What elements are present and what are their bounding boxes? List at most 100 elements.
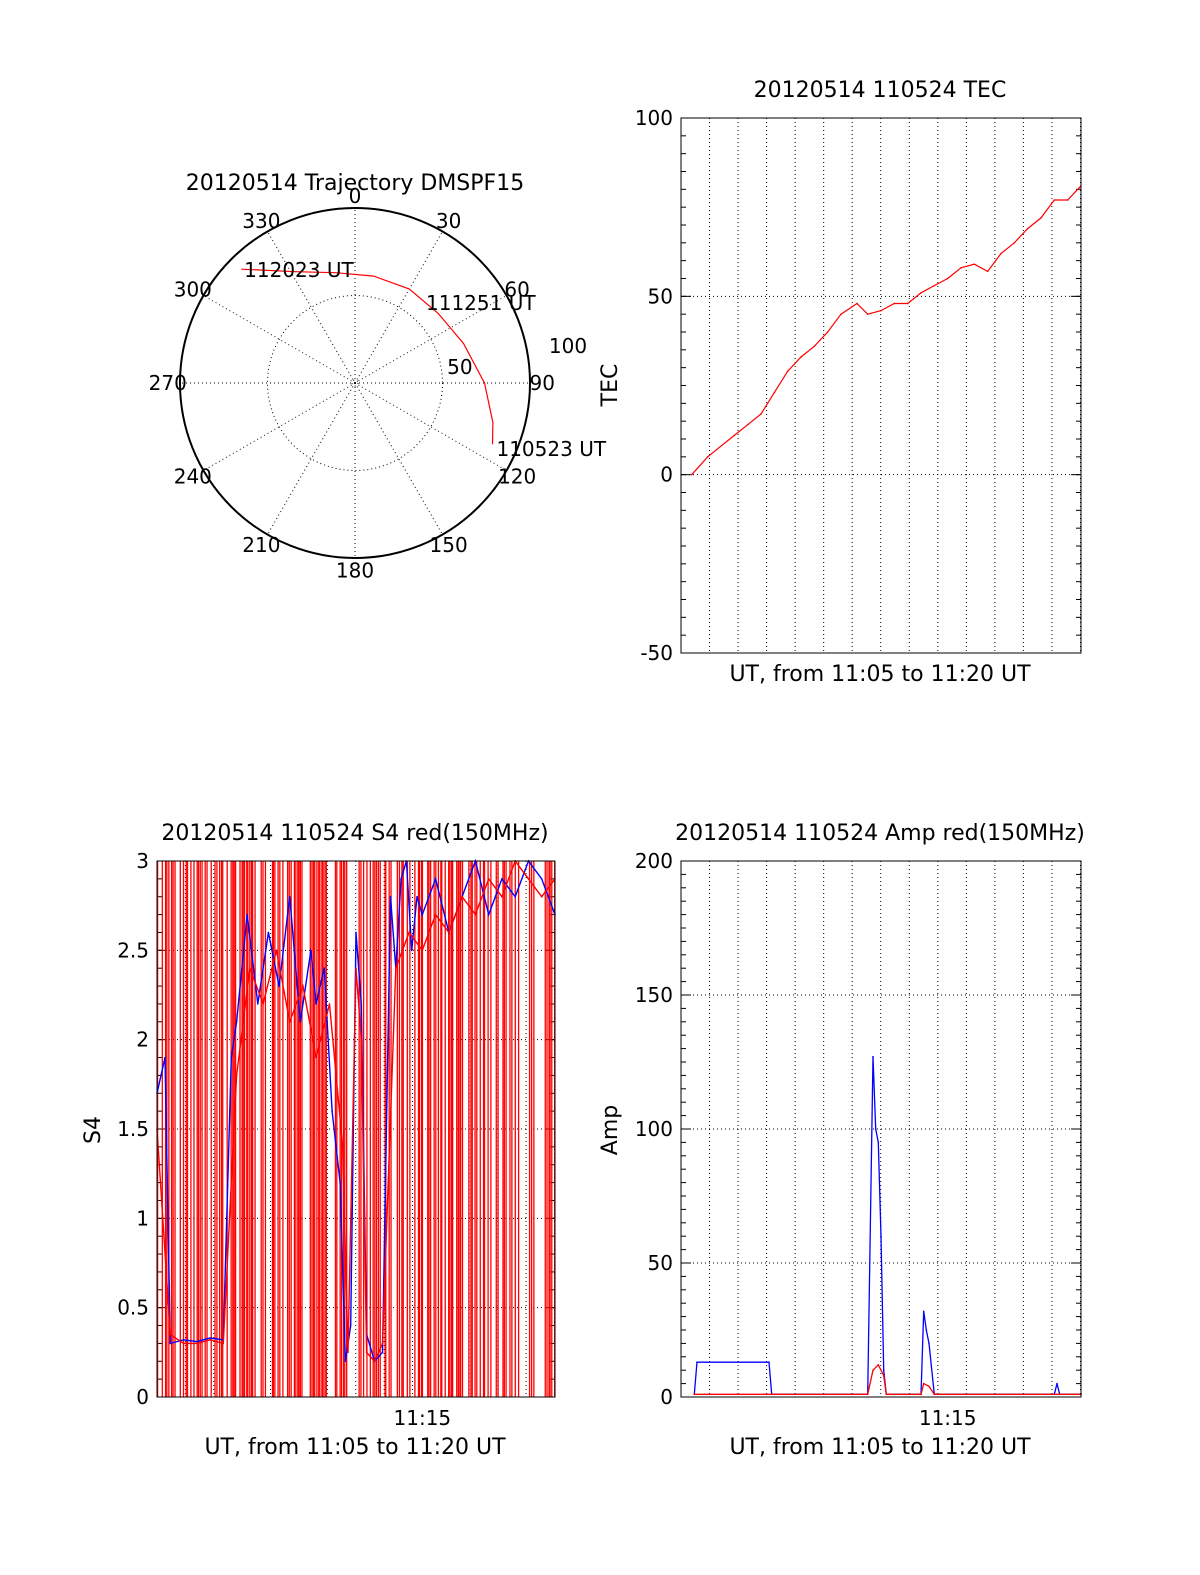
series-point-0 [514,895,516,898]
y-tick-label: 50 [648,284,673,308]
series-point-0 [235,1021,238,1023]
polar-spoke [267,231,356,384]
series-point-1 [169,1333,172,1336]
amp-ylabel: Amp [598,1105,623,1155]
series-point-1 [381,1342,384,1345]
y-tick-label: -50 [640,641,673,665]
series-point-0 [257,1003,259,1005]
trajectory-annotation: 111251 UT [426,291,536,315]
series-point-1 [527,878,530,880]
series-point-0 [768,1361,770,1363]
series-point-1 [235,1074,238,1077]
polar-radial-tick: 50 [447,355,472,379]
series-point-1 [885,1393,888,1396]
series-point-0 [209,1337,211,1339]
s4-plot: 0 0.5 1 1.5 2 2.5 3 11:15 [117,849,556,1430]
x-tick-label: 11:15 [394,1406,452,1430]
amp-title: 20120514 110524 Amp red(150MHz) [675,821,1085,846]
series-point-0 [800,356,802,358]
series-point-0 [880,1235,882,1237]
series-point-1 [408,931,410,934]
series-point-0 [960,267,962,269]
series-point-0 [1013,242,1016,244]
s4-xlabel: UT, from 11:05 to 11:20 UT [204,1435,506,1460]
series-point-0 [933,284,936,287]
series-point-0 [1056,1382,1058,1385]
series-point-0 [246,913,249,916]
series-point-0 [196,1340,198,1343]
series-point-0 [381,1351,384,1354]
series-point-0 [874,1128,877,1130]
series-point-0 [400,878,402,880]
series-point-1 [249,967,251,969]
series-point-1 [262,1003,264,1005]
series-point-1 [928,1385,930,1388]
series-point-1 [461,895,463,898]
tec-title: 20120514 110524 TEC [754,78,1007,103]
series-point-0 [973,263,976,266]
y-tick-label: 2.5 [117,938,149,962]
series-point-1 [302,985,304,987]
polar-angle-tick: 270 [149,371,187,395]
series-point-0 [1066,199,1069,201]
polar-grid-circle-50 [267,295,443,471]
series-point-0 [278,985,280,987]
y-tick-label: 50 [648,1251,673,1275]
amp-xlabel: UT, from 11:05 to 11:20 UT [729,1435,1031,1460]
series-point-0 [1000,252,1002,255]
polar-angle-tick: 0 [349,184,362,208]
series-point-1 [448,931,450,934]
series-point-1 [360,1038,363,1041]
series-point-1 [882,1374,885,1377]
series-point-0 [690,473,693,476]
series-point-0 [410,949,413,952]
series-point-1 [355,967,357,969]
series-point-1 [933,1393,936,1396]
polar-angle-tick: 90 [530,371,555,395]
series-point-0 [882,1369,885,1371]
series-point-1 [328,1003,331,1005]
polar-angle-tick: 60 [504,277,529,301]
series-point-0 [746,423,749,426]
series-point-1 [474,913,477,916]
polar-outer-circle [179,207,531,559]
series-point-0 [696,1361,698,1363]
series-line-1 [156,859,556,1363]
polar-spoke [354,382,443,535]
series-point-0 [856,302,858,305]
series-point-0 [813,345,816,348]
series-point-1 [341,1146,344,1148]
series-point-0 [946,277,949,280]
trajectory-annotation: 110523 UT [496,437,606,461]
series-point-0 [773,391,776,394]
series-point-1 [347,1351,349,1354]
series-point-0 [323,967,325,969]
tec-panel: 20120514 110524 TEC -50 0 50 100 UT, from 1… [598,78,1082,687]
series-point-0 [310,949,312,952]
y-tick-label: 2 [136,1028,149,1052]
y-tick-label: 0.5 [117,1296,149,1320]
series-point-0 [920,291,922,294]
polar-angle-tick: 120 [498,465,536,489]
trajectory-line [241,268,494,445]
series-point-0 [866,313,869,315]
series-point-0 [1026,227,1029,230]
series-point-0 [922,1310,925,1313]
series-point-1 [209,1339,211,1341]
polar-angle-tick: 150 [430,533,468,557]
series-point-0 [164,1056,166,1059]
series-point-0 [169,1342,172,1345]
series-point-0 [986,270,989,273]
trajectory-panel: 20120514 Trajectory DMSPF15 0 30 60 90 120 15… [149,171,607,582]
polar-spoke [267,382,356,535]
series-point-0 [1040,217,1042,219]
polar-angle-tick: 300 [174,277,212,301]
series-point-0 [893,302,896,305]
series-point-0 [928,1342,930,1345]
series-point-0 [501,878,503,880]
polar-angle-tick: 240 [174,465,212,489]
series-point-0 [182,1339,185,1341]
series-point-1 [540,895,543,898]
series-point-0 [826,331,829,333]
